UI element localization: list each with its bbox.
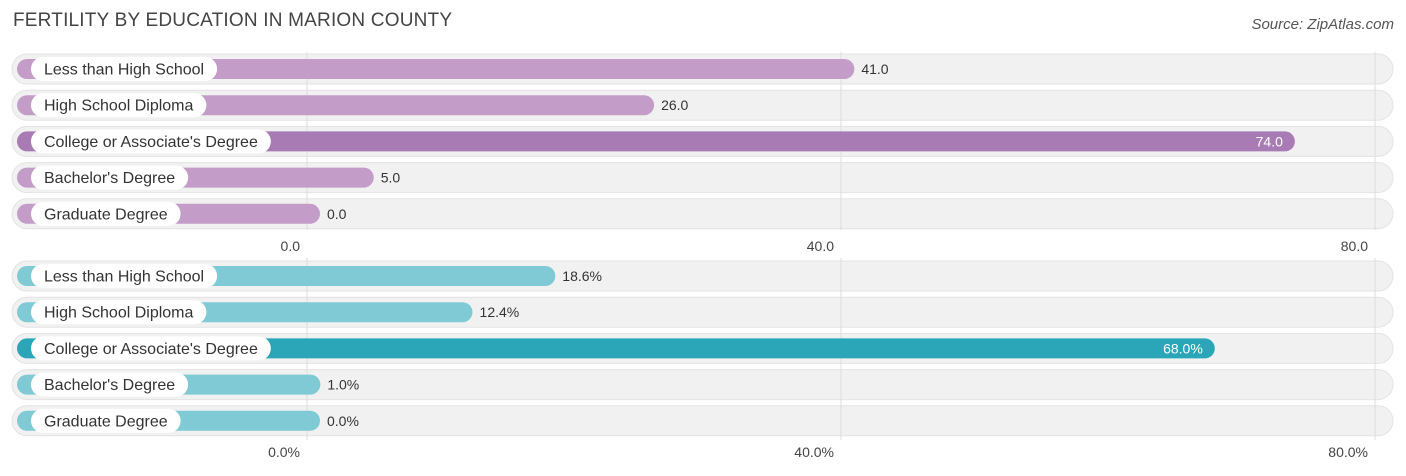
category-label: High School Diploma [31,300,207,325]
tick-label: 0.0% [268,444,300,460]
value-label: 0.0 [327,206,347,222]
category-label-pill [31,93,207,118]
value-label: 12.4% [480,304,520,320]
category-label: College or Associate's Degree [31,336,271,361]
category-label-pill [31,165,189,190]
category-label-text: Bachelor's Degree [44,170,175,187]
category-label: Less than High School [31,57,218,81]
value-label: 74.0 [1256,133,1283,149]
category-label: Graduate Degree [31,201,181,226]
value-label: 68.0% [1163,340,1203,356]
value-label: 18.6% [562,268,602,284]
category-label-text: College or Associate's Degree [44,341,258,358]
category-label-text: Graduate Degree [44,413,168,430]
category-label-pill [31,264,218,288]
category-label: Graduate Degree [31,408,181,433]
category-label: High School Diploma [31,93,207,118]
bar [17,338,1215,359]
row-track [11,369,1394,401]
source-label: Source: ZipAtlas.com [1251,16,1394,33]
tick-label: 0.0 [281,238,301,254]
category-label-pill [31,372,189,397]
category-label-pill [31,129,271,154]
row-track [11,405,1394,437]
tick-label: 80.0 [1341,238,1368,254]
tick-label: 40.0 [807,238,834,254]
category-label-pill [31,408,181,433]
bar [17,59,855,79]
category-label-text: Less than High School [44,269,204,286]
category-label: Bachelor's Degree [31,165,189,190]
tick-label: 40.0% [794,444,834,460]
category-label-text: High School Diploma [44,305,194,322]
category-label-text: Bachelor's Degree [44,377,175,394]
value-label: 41.0 [861,61,888,77]
category-label-text: High School Diploma [44,98,194,115]
value-label: 1.0% [327,377,359,393]
category-label: Less than High School [31,264,218,288]
value-label: 26.0 [661,97,688,113]
value-label: 5.0 [381,170,401,186]
chart-title: FERTILITY BY EDUCATION IN MARION COUNTY [13,10,453,31]
chart-panel-1: Less than High School 41.0 High School Dip… [11,52,1394,254]
category-label-pill [31,300,207,325]
category-label-pill [31,201,181,226]
row-track [11,198,1394,230]
category-label-text: Graduate Degree [44,206,168,223]
category-label-text: College or Associate's Degree [44,134,258,151]
category-label-text: Less than High School [44,62,204,79]
tick-label: 80.0% [1328,444,1368,460]
value-label: 0.0% [327,413,359,429]
bar [17,131,1295,152]
category-label-pill [31,336,271,361]
chart-panel-2: Less than High School 18.6% High School Di… [11,258,1394,460]
category-label: College or Associate's Degree [31,129,271,154]
category-label: Bachelor's Degree [31,372,189,397]
category-label-pill [31,57,218,81]
